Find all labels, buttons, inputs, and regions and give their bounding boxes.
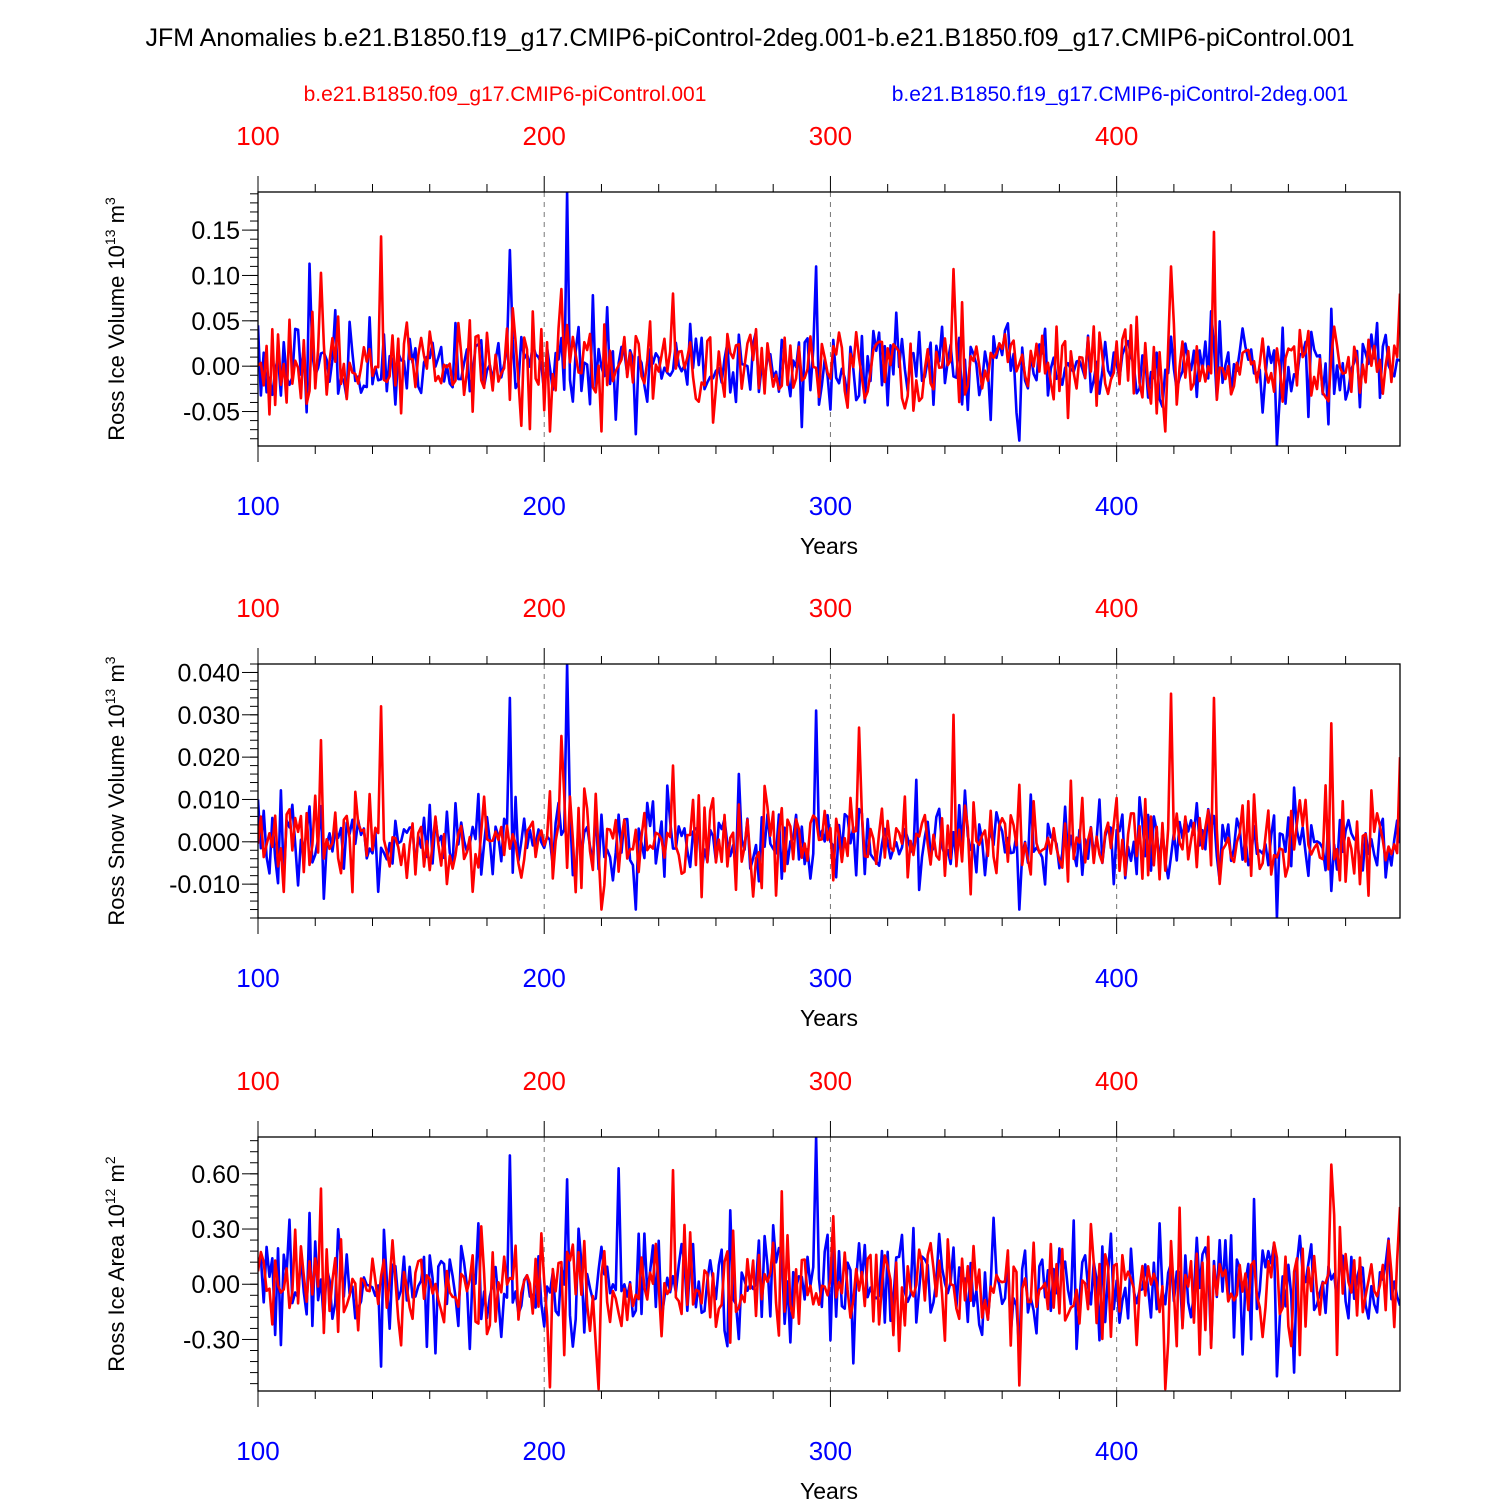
x-tick-label-top: 300 bbox=[809, 121, 852, 151]
y-tick-label: 0.30 bbox=[191, 1216, 240, 1244]
y-axis-label-main: Ross Snow Volume 10 bbox=[104, 704, 129, 925]
x-tick-label-bottom: 100 bbox=[236, 963, 279, 993]
y-tick-label: 0.60 bbox=[191, 1161, 240, 1189]
legend-red-label: b.e21.B1850.f09_g17.CMIP6-piControl.001 bbox=[304, 83, 707, 106]
x-tick-label-top: 100 bbox=[236, 593, 279, 623]
figure-title: JFM Anomalies b.e21.B1850.f19_g17.CMIP6-… bbox=[145, 24, 1354, 52]
x-tick-label-bottom: 100 bbox=[236, 1436, 279, 1466]
series-line-red bbox=[258, 1163, 1400, 1391]
x-tick-label-top: 400 bbox=[1095, 1066, 1138, 1096]
y-axis-label: Ross Ice Area 1012 m2 bbox=[102, 1156, 129, 1372]
x-tick-label-top: 200 bbox=[523, 593, 566, 623]
x-tick-label-bottom: 400 bbox=[1095, 963, 1138, 993]
x-tick-label-top: 200 bbox=[523, 1066, 566, 1096]
series-group bbox=[258, 664, 1400, 918]
series-group bbox=[258, 192, 1400, 446]
plot-frame bbox=[257, 1136, 1401, 1392]
y-tick-label: 0.030 bbox=[177, 702, 240, 730]
y-tick-label: 0.00 bbox=[191, 1271, 240, 1299]
x-axis-label: Years bbox=[800, 1005, 858, 1031]
plot-frame bbox=[257, 191, 1401, 447]
plot-frame bbox=[257, 663, 1401, 919]
y-axis-label-exp: 13 bbox=[102, 229, 118, 245]
x-tick-label-bottom: 100 bbox=[236, 491, 279, 521]
x-tick-label-top: 100 bbox=[236, 121, 279, 151]
panel-ross-ice-area: -0.30 0.00 0.30 0.60 100 100 200 200 300 300 400 40… bbox=[102, 1066, 1401, 1500]
y-axis-label: Ross Ice Volume 1013 m3 bbox=[102, 197, 129, 441]
x-tick-label-top: 200 bbox=[523, 121, 566, 151]
y-axis-label-unit-exp: 3 bbox=[102, 197, 118, 205]
x-tick-label-bottom: 200 bbox=[523, 491, 566, 521]
x-tick-label-top: 300 bbox=[809, 1066, 852, 1096]
y-axis-label-exp: 13 bbox=[102, 688, 118, 704]
y-axis-label-unit: m bbox=[104, 664, 129, 688]
x-tick-label-top: 100 bbox=[236, 1066, 279, 1096]
x-tick-label-bottom: 200 bbox=[523, 1436, 566, 1466]
y-axis-label-main: Ross Ice Volume 10 bbox=[104, 245, 129, 441]
panel-ross-snow-volume: -0.010 0.000 0.010 0.020 0.030 0.040 100 100 200… bbox=[102, 593, 1401, 1031]
y-tick-label: -0.05 bbox=[183, 399, 240, 427]
y-tick-label: 0.000 bbox=[177, 829, 240, 857]
y-tick-label: 0.040 bbox=[177, 659, 240, 687]
y-axis-label-unit: m bbox=[104, 1164, 129, 1188]
series-line-red bbox=[258, 692, 1400, 911]
x-tick-label-bottom: 300 bbox=[809, 1436, 852, 1466]
panel-ross-ice-volume: -0.05 0.00 0.05 0.10 0.15 100 100 200 200 300 300 4… bbox=[102, 121, 1401, 559]
x-axis-label: Years bbox=[800, 533, 858, 559]
x-tick-label-top: 400 bbox=[1095, 593, 1138, 623]
x-tick-label-bottom: 400 bbox=[1095, 491, 1138, 521]
legend-blue-label: b.e21.B1850.f19_g17.CMIP6-piControl-2deg… bbox=[892, 83, 1348, 106]
y-tick-label: 0.010 bbox=[177, 786, 240, 814]
series-line-blue bbox=[258, 192, 1400, 446]
y-tick-label: 0.10 bbox=[191, 262, 240, 290]
y-tick-label: -0.010 bbox=[169, 871, 240, 899]
x-tick-label-bottom: 400 bbox=[1095, 1436, 1138, 1466]
x-tick-label-bottom: 300 bbox=[809, 491, 852, 521]
x-tick-label-top: 300 bbox=[809, 593, 852, 623]
series-line-red bbox=[258, 230, 1400, 433]
y-tick-label: 0.05 bbox=[191, 308, 240, 336]
y-tick-label: -0.30 bbox=[183, 1326, 240, 1354]
x-tick-label-bottom: 200 bbox=[523, 963, 566, 993]
y-axis-label-unit-exp: 2 bbox=[102, 1156, 118, 1164]
y-axis-label: Ross Snow Volume 1013 m3 bbox=[102, 656, 129, 925]
series-line-blue bbox=[258, 1137, 1400, 1378]
y-axis-label-main: Ross Ice Area 10 bbox=[104, 1204, 129, 1372]
x-tick-label-bottom: 300 bbox=[809, 963, 852, 993]
series-line-blue bbox=[258, 664, 1400, 918]
x-axis-label: Years bbox=[800, 1478, 858, 1500]
y-axis-label-unit: m bbox=[104, 205, 129, 229]
x-tick-label-top: 400 bbox=[1095, 121, 1138, 151]
y-tick-label: 0.15 bbox=[191, 217, 240, 245]
y-axis-label-exp: 12 bbox=[102, 1188, 118, 1204]
y-tick-label: 0.020 bbox=[177, 744, 240, 772]
y-tick-label: 0.00 bbox=[191, 353, 240, 381]
y-axis-label-unit-exp: 3 bbox=[102, 656, 118, 664]
series-group bbox=[258, 1137, 1400, 1391]
